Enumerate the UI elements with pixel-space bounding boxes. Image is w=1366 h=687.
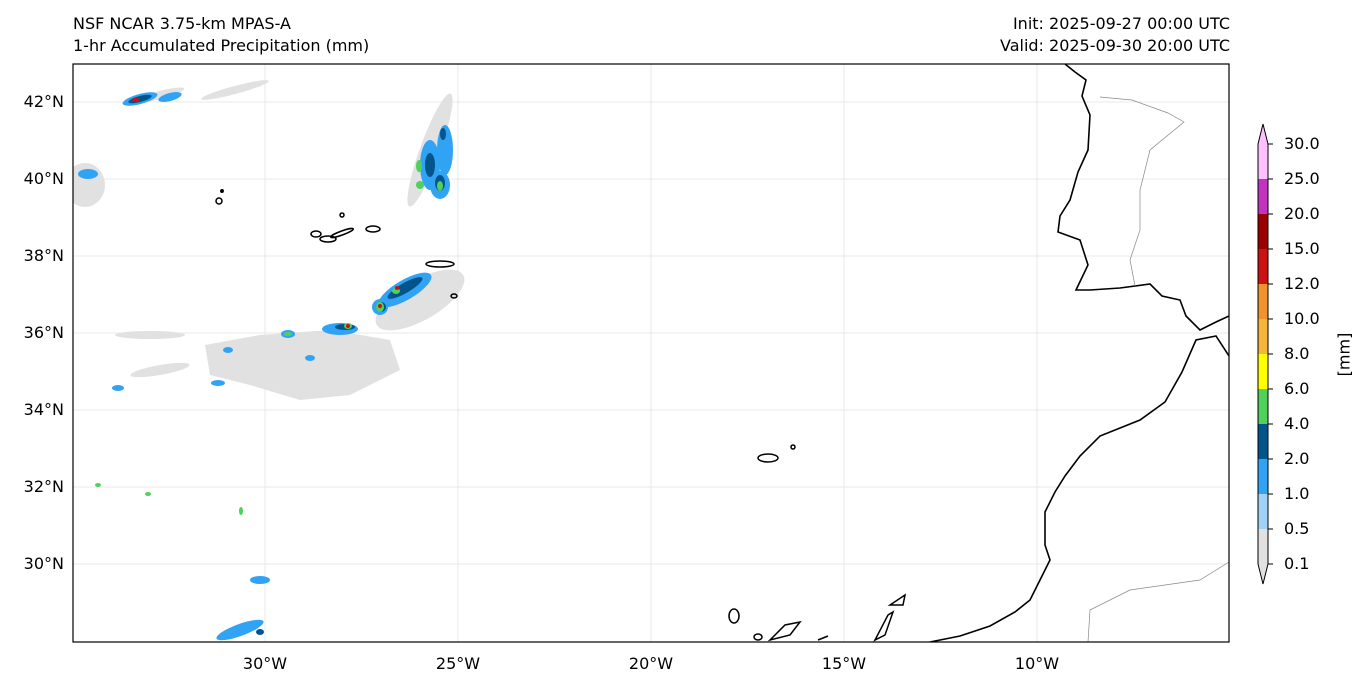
colorbar-swatch bbox=[1258, 144, 1268, 179]
lon-label: 30°W bbox=[242, 654, 288, 673]
colorbar bbox=[1257, 123, 1273, 585]
colorbar-tick-label: 15.0 bbox=[1284, 239, 1320, 258]
colorbar-tick-label: 0.1 bbox=[1284, 554, 1310, 573]
lon-label: 10°W bbox=[1014, 654, 1060, 673]
colorbar-swatch bbox=[1258, 319, 1268, 354]
colorbar-swatch bbox=[1258, 389, 1268, 424]
coastline bbox=[929, 64, 1229, 642]
colorbar-swatch bbox=[1258, 249, 1268, 284]
lon-label: 20°W bbox=[628, 654, 674, 673]
colorbar-tick-label: 10.0 bbox=[1284, 309, 1320, 328]
lat-label: 34°N bbox=[23, 400, 64, 419]
precip-light bbox=[73, 80, 465, 400]
colorbar-extend-arrow bbox=[1258, 124, 1268, 144]
lat-label: 30°N bbox=[23, 554, 64, 573]
lat-label: 40°N bbox=[23, 169, 64, 188]
colorbar-tick-label: 4.0 bbox=[1284, 414, 1310, 433]
colorbar-tick-label: 2.0 bbox=[1284, 449, 1310, 468]
colorbar-swatch bbox=[1258, 529, 1268, 564]
colorbar-tick-label: 6.0 bbox=[1284, 379, 1310, 398]
lon-label: 25°W bbox=[435, 654, 481, 673]
precip-green bbox=[95, 160, 443, 515]
map-frame bbox=[72, 63, 1230, 643]
colorbar-swatch bbox=[1258, 214, 1268, 249]
colorbar-tick-label: 8.0 bbox=[1284, 344, 1310, 363]
colorbar-swatch bbox=[1258, 494, 1268, 529]
colorbar-tick-label: 0.5 bbox=[1284, 519, 1310, 538]
valid-time: Valid: 2025-09-30 20:00 UTC bbox=[999, 36, 1230, 55]
colorbar-tick-label: 20.0 bbox=[1284, 204, 1320, 223]
colorbar-swatch bbox=[1258, 284, 1268, 319]
colorbar-tick-label: 1.0 bbox=[1284, 484, 1310, 503]
lat-label: 32°N bbox=[23, 477, 64, 496]
borders bbox=[1087, 96, 1229, 642]
colorbar-tick-label: 12.0 bbox=[1284, 274, 1320, 293]
colorbar-swatch bbox=[1258, 424, 1268, 459]
lat-label: 38°N bbox=[23, 246, 64, 265]
colorbar-tick-label: 30.0 bbox=[1284, 134, 1320, 153]
precip-heavy bbox=[132, 98, 399, 328]
lat-label: 36°N bbox=[23, 323, 64, 342]
colorbar-swatch bbox=[1258, 459, 1268, 494]
colorbar-swatch bbox=[1258, 179, 1268, 214]
lat-label: 42°N bbox=[23, 92, 64, 111]
model-title: NSF NCAR 3.75-km MPAS-A bbox=[73, 14, 291, 33]
lon-label: 15°W bbox=[821, 654, 867, 673]
init-time: Init: 2025-09-27 00:00 UTC bbox=[1012, 14, 1230, 33]
colorbar-tick-label: 25.0 bbox=[1284, 169, 1320, 188]
gridlines bbox=[73, 64, 1229, 642]
colorbar-unit: [mm] bbox=[1334, 332, 1354, 377]
colorbar-swatch bbox=[1258, 354, 1268, 389]
colorbar-extend-arrow bbox=[1258, 564, 1268, 584]
field-title: 1-hr Accumulated Precipitation (mm) bbox=[73, 36, 370, 55]
islands bbox=[215, 189, 907, 642]
